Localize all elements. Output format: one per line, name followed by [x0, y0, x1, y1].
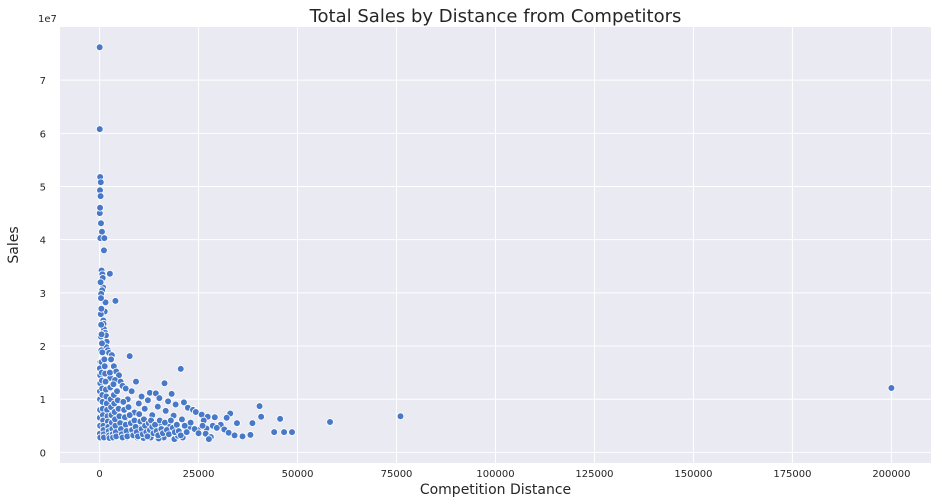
data-point: [211, 413, 219, 422]
data-point: [106, 368, 114, 377]
data-point: [101, 377, 110, 386]
data-point: [100, 355, 109, 364]
x-tick-label: 150000: [674, 469, 712, 480]
x-tick-label: 75000: [381, 469, 413, 480]
data-point: [96, 192, 105, 200]
data-point: [248, 419, 257, 427]
data-point: [887, 384, 896, 392]
data-point: [100, 234, 109, 242]
data-point: [326, 418, 334, 426]
x-tick-label: 25000: [183, 469, 215, 480]
y-tick-label: 1: [40, 395, 46, 406]
data-point: [101, 298, 110, 307]
data-point: [137, 392, 146, 401]
data-point: [212, 424, 221, 432]
data-point: [111, 297, 120, 305]
data-point: [396, 412, 405, 421]
data-point: [109, 380, 118, 389]
data-point: [205, 435, 213, 443]
data-point: [167, 416, 175, 425]
y-tick-label: 6: [40, 129, 46, 140]
x-tick-label: 200000: [872, 469, 910, 480]
data-point: [160, 379, 169, 388]
y-tick-label: 3: [40, 289, 46, 300]
data-point: [222, 414, 231, 422]
data-point: [98, 227, 106, 236]
data-point: [125, 411, 134, 419]
data-point: [182, 428, 191, 436]
data-point: [96, 278, 105, 287]
data-point: [98, 339, 106, 348]
data-point: [164, 397, 172, 406]
data-point: [167, 390, 176, 398]
data-point: [176, 431, 185, 440]
data-point: [194, 429, 203, 438]
data-point: [119, 398, 128, 406]
x-tick-labels: 0 25000 50000 75000 100000 125000 150000 175000…: [96, 469, 910, 480]
data-point: [127, 387, 136, 396]
x-tick-label: 50000: [282, 469, 314, 480]
data-point: [107, 355, 115, 364]
x-tick-label: 175000: [773, 469, 811, 480]
x-tick-label: 125000: [575, 469, 613, 480]
y-tick-labels: 0 1 2 3 4 5 6 7: [40, 76, 46, 459]
data-point: [140, 404, 149, 413]
data-point: [135, 410, 143, 418]
data-point: [238, 432, 247, 441]
data-point: [198, 421, 207, 430]
y-tick-label: 2: [40, 342, 46, 353]
y-tick-label: 7: [40, 76, 46, 87]
y-tick-label: 4: [40, 236, 46, 247]
data-point: [176, 365, 185, 373]
data-point: [96, 178, 105, 187]
data-points: [95, 43, 896, 443]
data-point: [125, 352, 134, 360]
data-point: [186, 418, 195, 427]
y-tick-label: 5: [40, 183, 46, 194]
data-point: [95, 125, 104, 133]
data-point: [257, 412, 265, 421]
data-point: [98, 348, 107, 357]
data-point: [230, 431, 239, 440]
data-point: [270, 428, 278, 436]
data-point: [134, 399, 143, 408]
chart-title: Total Sales by Distance from Competitors: [309, 6, 682, 27]
data-point: [172, 420, 181, 429]
data-point: [178, 415, 186, 424]
data-point: [100, 362, 109, 371]
y-axis-label: Sales: [6, 226, 22, 263]
data-point: [106, 269, 114, 278]
data-point: [97, 320, 105, 329]
data-point: [255, 402, 264, 410]
data-point: [124, 403, 133, 411]
data-point: [171, 400, 180, 409]
data-point: [113, 387, 121, 396]
data-point: [233, 419, 241, 427]
data-point: [95, 43, 104, 52]
data-point: [97, 330, 106, 339]
data-point: [97, 219, 105, 228]
x-axis-label: Competition Distance: [420, 482, 571, 498]
x-tick-label: 100000: [476, 469, 514, 480]
y-tick-label: 0: [40, 448, 46, 459]
x-tick-label: 0: [96, 469, 102, 480]
data-point: [100, 246, 108, 255]
data-point: [97, 294, 105, 302]
data-point: [276, 415, 284, 423]
data-point: [280, 428, 288, 436]
y-axis-multiplier: 1e7: [38, 14, 57, 25]
data-point: [97, 305, 106, 313]
data-point: [155, 394, 164, 402]
data-point: [161, 407, 170, 415]
data-point: [246, 431, 255, 439]
data-point: [143, 432, 152, 441]
data-point: [132, 377, 140, 386]
data-point: [288, 428, 296, 436]
data-point: [144, 396, 152, 405]
data-point: [153, 402, 162, 411]
data-point: [180, 398, 188, 407]
data-point: [96, 203, 104, 212]
grid-lines: [60, 27, 931, 463]
